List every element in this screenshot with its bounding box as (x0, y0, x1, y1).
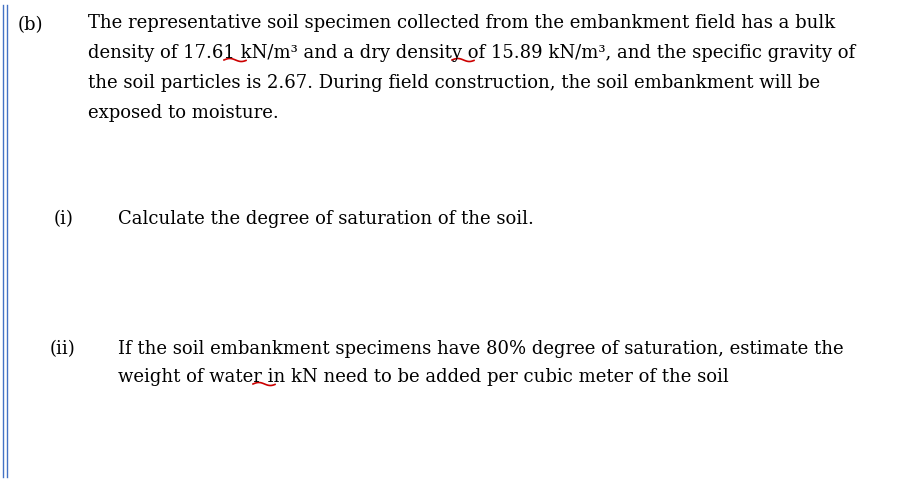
Text: (ii): (ii) (50, 340, 76, 358)
Text: Calculate the degree of saturation of the soil.: Calculate the degree of saturation of th… (118, 210, 534, 228)
Text: (b): (b) (18, 16, 43, 34)
Text: The representative soil specimen collected from the embankment field has a bulk: The representative soil specimen collect… (88, 14, 835, 32)
Text: If the soil embankment specimens have 80% degree of saturation, estimate the: If the soil embankment specimens have 80… (118, 340, 844, 358)
Text: density of 17.61 kN/m³ and a dry density of 15.89 kN/m³, and the specific gravit: density of 17.61 kN/m³ and a dry density… (88, 44, 855, 62)
Text: the soil particles is 2.67. During field construction, the soil embankment will : the soil particles is 2.67. During field… (88, 74, 821, 92)
Text: exposed to moisture.: exposed to moisture. (88, 104, 279, 122)
Text: weight of water in kN need to be added per cubic meter of the soil: weight of water in kN need to be added p… (118, 368, 729, 386)
Text: (i): (i) (54, 210, 74, 228)
